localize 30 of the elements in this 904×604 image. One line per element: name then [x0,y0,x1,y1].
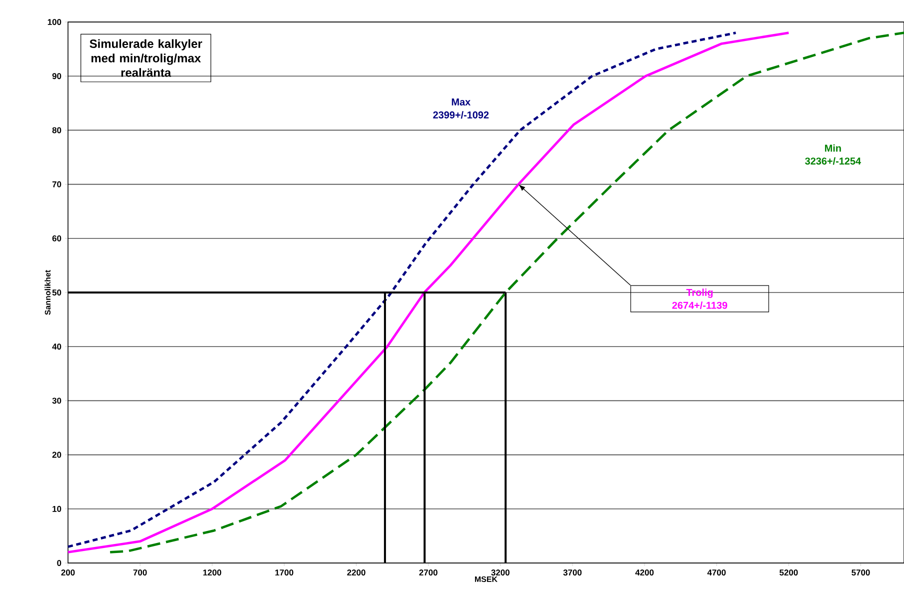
x-tick-label: 1700 [275,570,294,576]
y-tick-label: 50 [52,290,62,296]
x-tick-label: 200 [61,570,75,576]
y-tick-label: 30 [52,398,62,404]
x-tick-label: 4200 [635,570,654,576]
y-tick-label: 60 [52,235,62,242]
annotation: 2674+/-1139 [672,302,728,309]
y-tick-label: 90 [52,73,62,80]
text: Trolig [686,288,713,298]
x-tick-label: 700 [133,570,147,576]
y-tick-label: 0 [57,560,62,566]
annotation: 3236+/-1254 [805,157,861,165]
y-tick-label: 20 [52,452,62,458]
text: Max [452,98,471,106]
annotation: 2399+/-1092 [433,111,489,119]
y-tick-label: 80 [52,127,62,134]
x-tick-label: 5700 [852,570,870,576]
x-tick-label: 3200 [491,570,510,576]
x-tick-label: 2200 [347,570,366,576]
y-tick-label: 10 [52,506,62,512]
x-tick-label: 1200 [203,570,222,576]
text: Simulerade kalkyler med min/trolig/max realränta [90,39,202,77]
x-tick-label: 5200 [780,570,798,576]
x-tick-label: 2700 [419,570,438,576]
y-tick-label: 40 [52,344,62,350]
y-tick-label: 100 [48,19,62,25]
x-tick-label: 4700 [707,570,726,576]
y-tick-label: 70 [52,181,62,188]
x-tick-label: 3700 [563,570,582,576]
text: Min [825,144,841,152]
